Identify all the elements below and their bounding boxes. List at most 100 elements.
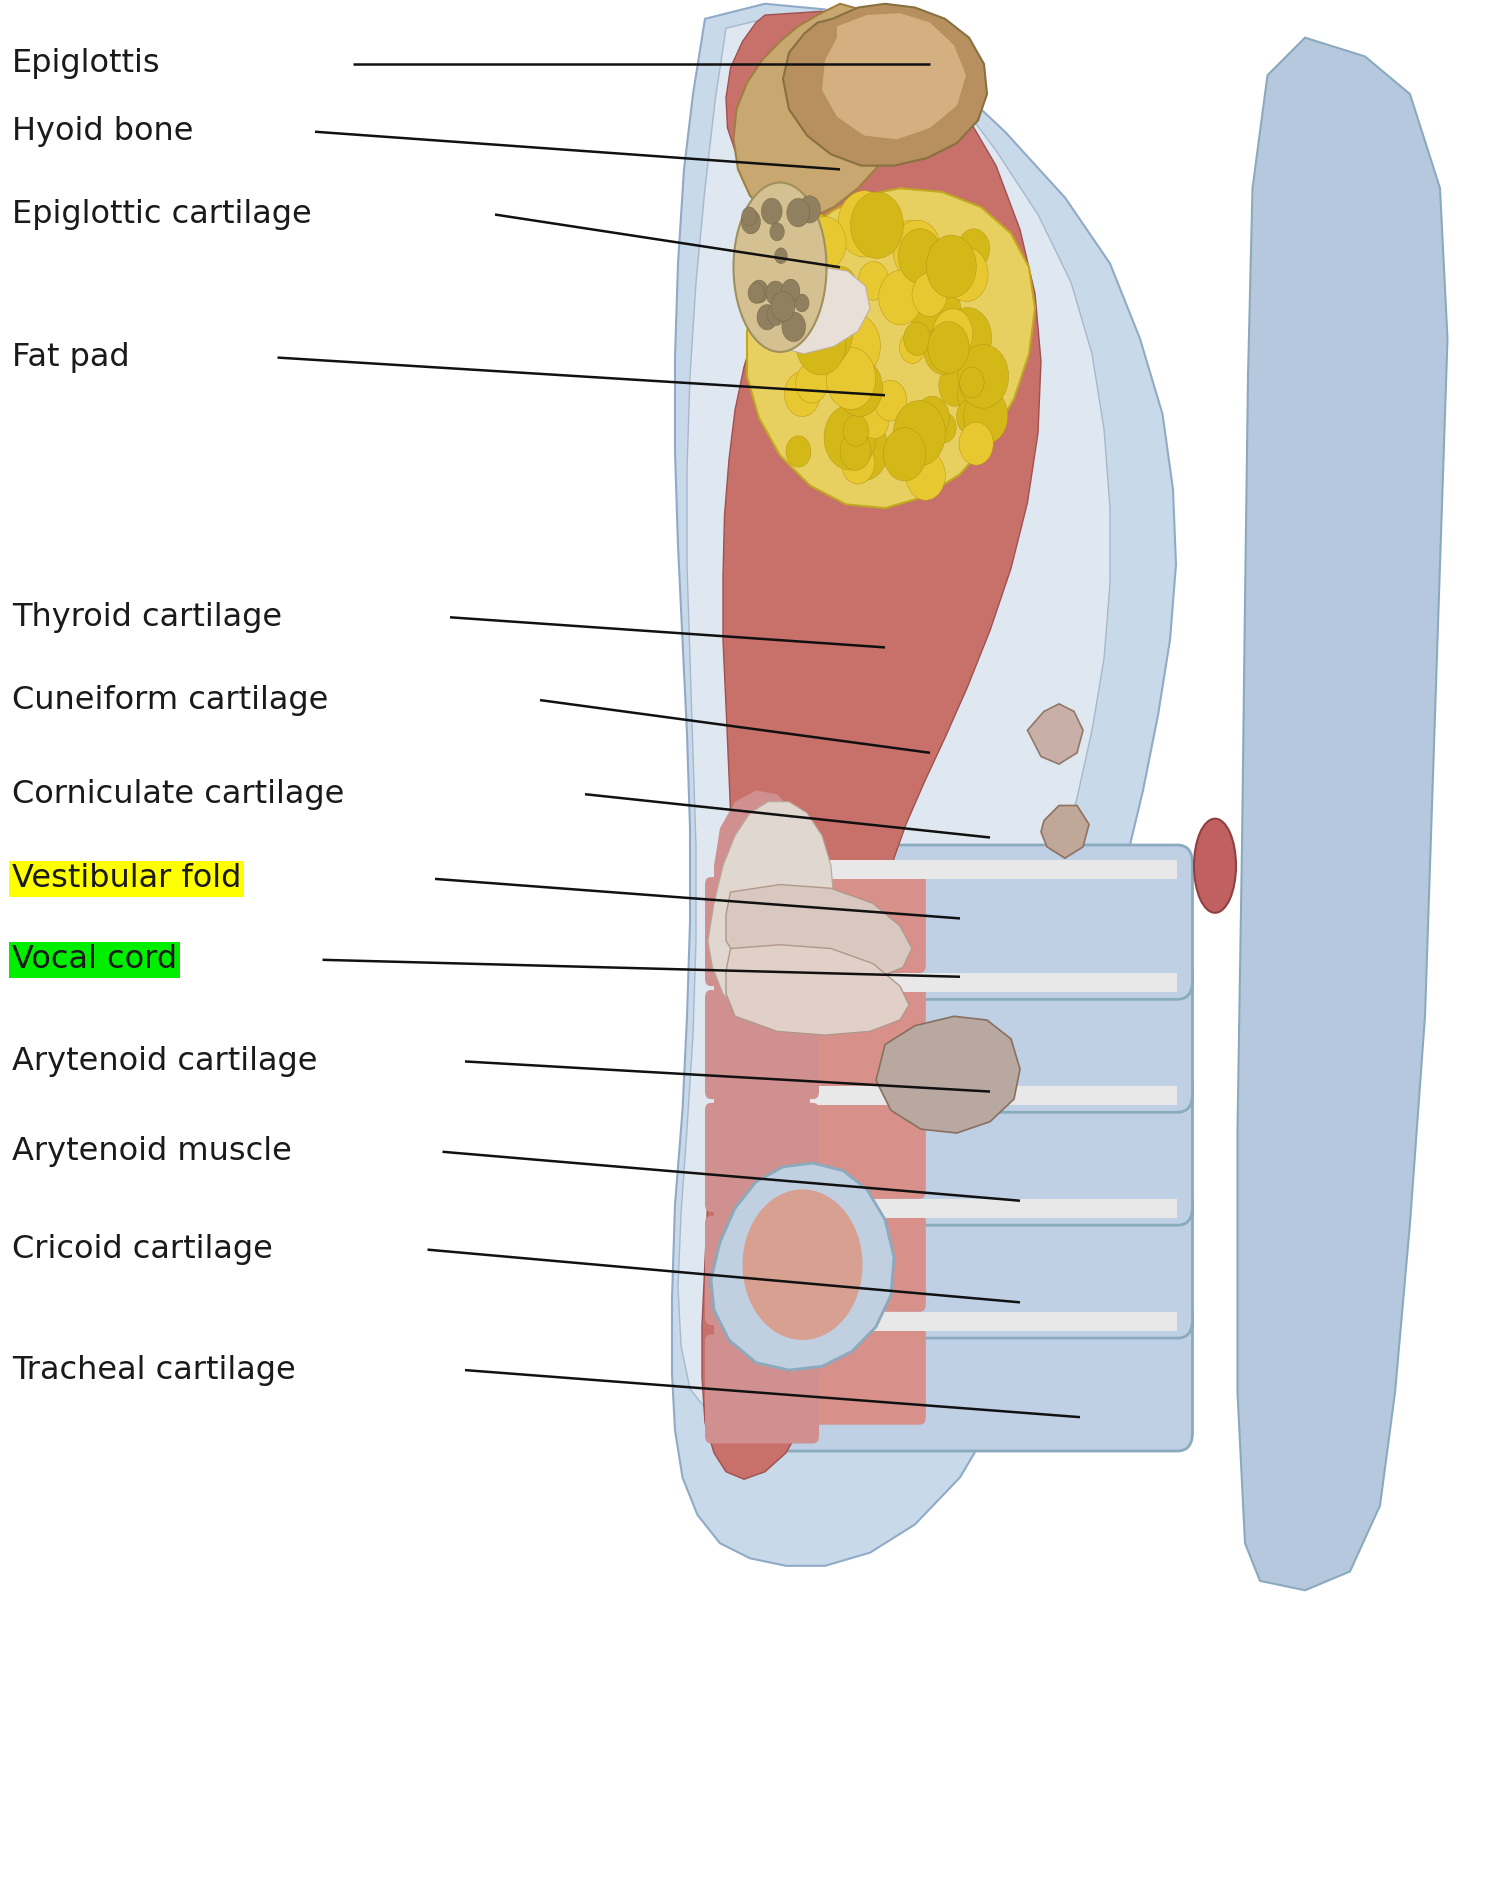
Text: Cricoid cartilage: Cricoid cartilage [12, 1235, 273, 1265]
Circle shape [840, 431, 872, 470]
Circle shape [924, 326, 963, 375]
Circle shape [741, 207, 758, 226]
FancyBboxPatch shape [728, 1071, 1192, 1225]
FancyBboxPatch shape [705, 877, 819, 986]
FancyBboxPatch shape [748, 1323, 926, 1425]
Polygon shape [1041, 805, 1089, 858]
Circle shape [897, 220, 924, 254]
Circle shape [741, 209, 760, 233]
Circle shape [750, 280, 768, 303]
Text: Hyoid bone: Hyoid bone [12, 117, 194, 147]
Circle shape [839, 190, 891, 258]
Circle shape [850, 192, 903, 258]
Circle shape [784, 373, 820, 416]
Circle shape [858, 262, 889, 301]
Text: Vocal cord: Vocal cord [12, 945, 177, 975]
Polygon shape [726, 945, 909, 1035]
Circle shape [824, 405, 876, 470]
Circle shape [903, 322, 930, 356]
Circle shape [900, 331, 926, 363]
FancyBboxPatch shape [728, 1184, 1192, 1338]
Polygon shape [1028, 704, 1083, 764]
Text: Tracheal cartilage: Tracheal cartilage [12, 1355, 296, 1385]
Circle shape [927, 235, 976, 297]
Text: Fat pad: Fat pad [12, 343, 129, 373]
Ellipse shape [734, 183, 827, 352]
Polygon shape [734, 4, 909, 222]
Circle shape [816, 269, 848, 311]
Circle shape [780, 299, 794, 316]
Text: Arytenoid cartilage: Arytenoid cartilage [12, 1046, 318, 1077]
Circle shape [892, 220, 940, 280]
Circle shape [788, 198, 810, 228]
FancyBboxPatch shape [705, 1216, 819, 1325]
Text: Vestibular fold: Vestibular fold [12, 864, 242, 894]
FancyBboxPatch shape [728, 845, 1192, 999]
Circle shape [933, 309, 974, 359]
Text: Epiglottic cartilage: Epiglottic cartilage [12, 199, 312, 230]
Circle shape [915, 397, 950, 439]
Circle shape [786, 437, 812, 467]
Circle shape [842, 442, 874, 484]
Circle shape [748, 282, 765, 303]
Circle shape [837, 359, 882, 416]
Circle shape [795, 312, 846, 375]
Polygon shape [726, 885, 912, 982]
FancyBboxPatch shape [748, 871, 926, 973]
FancyBboxPatch shape [742, 1086, 1178, 1105]
Circle shape [894, 401, 945, 467]
Circle shape [839, 418, 888, 480]
Circle shape [794, 263, 840, 322]
Circle shape [940, 237, 964, 269]
Polygon shape [1238, 38, 1448, 1590]
Circle shape [830, 314, 880, 378]
Circle shape [843, 414, 868, 446]
Circle shape [928, 322, 969, 373]
Circle shape [801, 301, 852, 365]
Circle shape [884, 427, 926, 482]
FancyBboxPatch shape [705, 1334, 819, 1443]
Circle shape [960, 367, 984, 397]
Circle shape [945, 247, 988, 301]
Polygon shape [783, 4, 987, 166]
Text: Thyroid cartilage: Thyroid cartilage [12, 602, 282, 632]
Ellipse shape [1194, 819, 1236, 913]
Circle shape [786, 211, 837, 275]
Polygon shape [678, 15, 1110, 1427]
FancyBboxPatch shape [748, 1097, 926, 1199]
Circle shape [796, 363, 828, 403]
Circle shape [958, 230, 990, 269]
Polygon shape [876, 1016, 1020, 1133]
Circle shape [879, 271, 922, 326]
Circle shape [957, 371, 998, 420]
Polygon shape [672, 4, 1176, 1566]
Circle shape [766, 303, 784, 326]
Circle shape [908, 258, 956, 318]
Polygon shape [708, 802, 834, 1020]
FancyBboxPatch shape [742, 973, 1178, 992]
Polygon shape [711, 1163, 894, 1370]
Circle shape [958, 344, 1008, 408]
FancyBboxPatch shape [705, 1103, 819, 1212]
Circle shape [771, 292, 795, 322]
Circle shape [808, 252, 834, 284]
Text: Epiglottis: Epiglottis [12, 49, 160, 79]
Circle shape [762, 198, 782, 224]
Circle shape [780, 301, 794, 318]
Circle shape [827, 348, 876, 410]
Circle shape [766, 280, 784, 305]
Circle shape [910, 280, 962, 344]
Circle shape [932, 412, 956, 442]
FancyBboxPatch shape [748, 984, 926, 1086]
FancyBboxPatch shape [728, 958, 1192, 1112]
Circle shape [944, 307, 992, 369]
FancyBboxPatch shape [742, 1199, 1178, 1218]
Circle shape [906, 452, 945, 501]
FancyBboxPatch shape [748, 1210, 926, 1312]
Circle shape [958, 422, 993, 465]
Circle shape [782, 312, 806, 343]
Circle shape [897, 407, 942, 461]
Circle shape [795, 294, 808, 312]
Circle shape [758, 305, 777, 329]
Text: Arytenoid muscle: Arytenoid muscle [12, 1137, 292, 1167]
